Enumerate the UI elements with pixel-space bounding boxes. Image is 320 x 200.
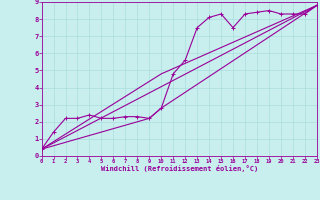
X-axis label: Windchill (Refroidissement éolien,°C): Windchill (Refroidissement éolien,°C): [100, 165, 258, 172]
